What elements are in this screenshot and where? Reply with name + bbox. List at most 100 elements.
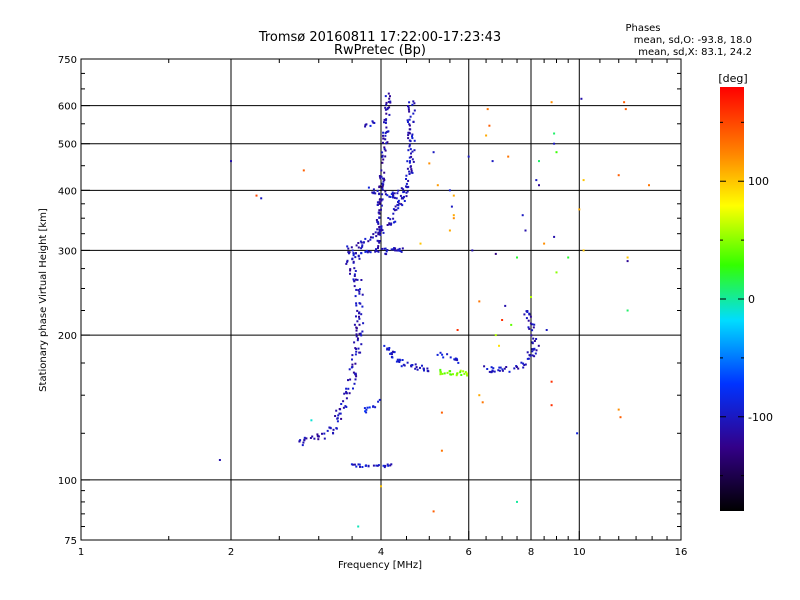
data-point — [386, 249, 389, 251]
data-point — [617, 408, 620, 411]
data-point — [326, 429, 329, 432]
data-point — [407, 134, 410, 137]
data-point — [478, 300, 481, 303]
data-point — [382, 137, 385, 140]
data-point — [372, 405, 374, 408]
data-point — [357, 525, 360, 528]
data-point — [405, 182, 408, 185]
data-point — [527, 357, 530, 360]
data-point — [471, 249, 474, 252]
data-point — [377, 222, 380, 225]
data-point — [378, 212, 381, 215]
data-point — [446, 371, 449, 374]
data-point — [525, 310, 528, 313]
data-point — [407, 108, 410, 111]
data-point — [323, 437, 326, 440]
data-point — [378, 185, 381, 188]
data-point — [408, 110, 411, 113]
data-point — [408, 143, 411, 146]
data-point — [360, 252, 363, 255]
data-point — [516, 256, 518, 259]
data-point — [360, 334, 363, 337]
data-point — [408, 173, 411, 175]
data-point — [385, 119, 387, 122]
data-point — [535, 338, 538, 340]
data-point — [388, 348, 390, 351]
data-point — [379, 225, 382, 228]
data-point — [408, 161, 411, 164]
data-point — [380, 199, 383, 202]
data-point — [397, 249, 400, 252]
data-point — [385, 142, 388, 145]
data-point — [411, 137, 414, 140]
data-point — [354, 295, 357, 298]
data-point — [508, 370, 511, 373]
data-point — [378, 233, 381, 235]
data-point — [384, 95, 387, 98]
data-point — [406, 361, 409, 364]
data-point — [381, 247, 384, 250]
data-point — [352, 252, 355, 255]
data-point — [499, 366, 502, 369]
data-point — [378, 202, 381, 205]
data-point — [449, 356, 452, 359]
x-tick-label: 10 — [573, 547, 586, 558]
data-point — [372, 121, 375, 124]
data-point — [538, 160, 540, 163]
data-point — [365, 249, 368, 252]
data-point — [648, 184, 650, 187]
data-point — [531, 348, 534, 351]
data-point — [400, 187, 403, 190]
data-point — [388, 113, 391, 116]
data-point — [414, 367, 417, 370]
data-point — [408, 156, 411, 159]
data-point — [498, 369, 501, 372]
data-point — [367, 240, 370, 243]
data-point — [349, 269, 352, 272]
data-point — [393, 196, 396, 199]
data-point — [387, 217, 390, 219]
data-point — [359, 351, 362, 354]
data-point — [411, 135, 413, 138]
data-point — [358, 302, 361, 305]
data-point — [302, 441, 305, 444]
data-point — [340, 417, 343, 420]
data-point — [408, 124, 411, 127]
data-point — [386, 141, 389, 144]
data-point — [578, 208, 581, 211]
data-point — [358, 463, 361, 466]
data-point — [543, 242, 546, 245]
data-point — [309, 437, 312, 439]
data-point — [352, 278, 355, 281]
data-point — [380, 175, 383, 178]
data-point — [374, 406, 377, 409]
data-point — [378, 198, 381, 201]
data-point — [356, 320, 359, 323]
data-point — [334, 415, 337, 417]
data-point — [382, 141, 384, 144]
data-point — [345, 262, 348, 265]
data-point — [393, 351, 396, 354]
data-point — [373, 122, 376, 124]
data-point — [345, 390, 348, 393]
phases-stats-o: mean, sd,O: -93.8, 18.0 — [634, 35, 752, 46]
data-point — [386, 224, 389, 226]
data-point — [488, 124, 491, 127]
data-point — [411, 133, 414, 136]
data-point — [398, 202, 401, 205]
data-point — [351, 358, 353, 361]
data-point — [459, 369, 462, 372]
data-point — [392, 212, 395, 215]
data-point — [407, 179, 410, 182]
data-point — [528, 313, 531, 316]
data-point — [497, 369, 500, 372]
data-point — [526, 351, 529, 354]
data-point — [402, 197, 405, 200]
data-point — [393, 192, 396, 195]
data-point — [389, 218, 392, 221]
x-tick-label: 2 — [228, 547, 234, 558]
data-point — [510, 323, 513, 326]
data-point — [339, 412, 342, 415]
data-point — [413, 102, 416, 105]
data-point — [317, 435, 320, 438]
